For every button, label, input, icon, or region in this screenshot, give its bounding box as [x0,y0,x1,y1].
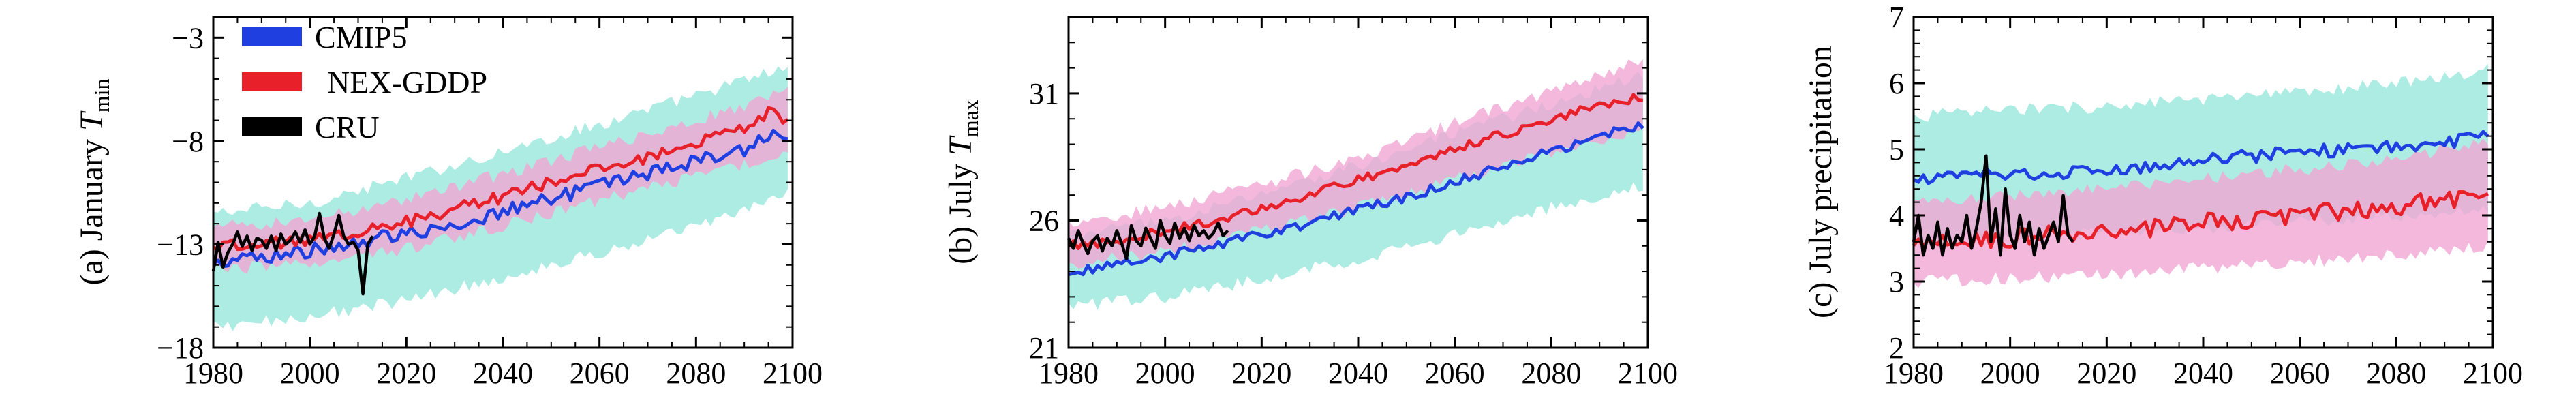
panel-a-xtick-label: 2100 [763,357,823,390]
panel-c-ytick-label: 6 [1889,67,1904,100]
panel-b-ytick-label: 31 [1029,77,1059,110]
panel-a-ytick-label: −8 [172,125,204,158]
panel-a-ylabel-sub: min [89,78,114,112]
panel-b-xtick-label: 2060 [1425,357,1485,390]
panel-c-line-nex-gddp [1912,190,2489,249]
legend-item-cru: CRU [242,110,380,145]
panel-a-band-nex-gddp [213,87,788,274]
panel-b-xtick-label: 1980 [1039,357,1099,390]
panel-a-line-cmip5 [212,128,788,269]
panel-c-xtick-label: 2040 [2173,357,2233,390]
panel-a-ylabel-var: T [74,110,110,131]
panel-c-xtick-label: 2020 [2076,357,2136,390]
legend-item-nex-gddp: NEX-GDDP [242,65,487,100]
panel-b-ylabel-var: T [942,135,979,155]
legend-swatch-cmip5 [242,27,302,46]
panel-a-xtick-label: 2060 [570,357,630,390]
legend: CMIP5 NEX-GDDP CRU [242,20,487,145]
panel-c-xtick-label: 2080 [2366,357,2426,390]
panel-a-january-tmin: 1980 2000 2020 2040 2060 2080 2100 −18 −13 −8 −3 (… [74,16,823,390]
panel-a-ylabel: (a) January Tmin [74,78,114,285]
panel-a-ytick-label: −18 [157,331,204,365]
panel-c-xtick-label: 2000 [1980,357,2040,390]
panel-a-xtick-label: 2020 [376,357,436,390]
panel-b-july-tmax: 1980 2000 2020 2040 2060 2080 2100 21 26 31 (b) J… [942,16,1678,390]
panel-c-ytick-label: 4 [1889,199,1904,232]
legend-label-cmip5: CMIP5 [315,20,407,55]
panel-c-ytick-label: 3 [1889,265,1904,299]
panel-a-ytick-label: −13 [157,228,204,261]
panel-a-ylabel-prefix: (a) January [74,131,110,286]
panel-c-xtick-label: 2100 [2463,357,2523,390]
panel-b-line-cmip5 [1068,121,1644,277]
panel-c-ytick-label: 5 [1889,133,1904,166]
panel-b-xtick-label: 2000 [1135,357,1195,390]
panel-c-line-cru [1912,154,2074,257]
panel-b-band-nex-gddp [1069,59,1643,269]
legend-label-nex-gddp: NEX-GDDP [327,65,487,100]
panel-b-xtick-label: 2020 [1231,357,1291,390]
panel-b-ylabel-sub: max [958,100,983,137]
legend-label-cru: CRU [315,110,380,145]
panel-b-xtick-label: 2080 [1521,357,1581,390]
panel-c-line-cmip5 [1912,130,2489,185]
legend-swatch-cru [242,117,302,136]
panel-b-xtick-label: 2100 [1618,357,1678,390]
panel-a-xtick-label: 1980 [183,357,243,390]
panel-a-xtick-label: 2000 [280,357,340,390]
legend-item-cmip5: CMIP5 [242,20,407,55]
panel-a-xtick-label: 2080 [666,357,726,390]
panel-b-xtick-label: 2040 [1328,357,1388,390]
panel-a-xtick-label: 2040 [473,357,533,390]
legend-swatch-nex-gddp [242,72,302,91]
panel-b-ylabel-prefix: (b) July [942,155,979,264]
panel-b-ytick-label: 21 [1029,331,1059,365]
panel-c-ylabel-prefix: (c) July precipitation [1803,46,1839,318]
panel-a-ytick-label: −3 [172,21,204,55]
panel-b-line-cru [1067,219,1229,260]
panel-c-ytick-label: 7 [1889,1,1904,34]
panel-c-xtick-label: 1980 [1884,357,1944,390]
panel-a-line-cru [211,211,374,296]
panel-b-ytick-label: 26 [1029,204,1059,237]
panel-c-ylabel: (c) July precipitation [1803,46,1839,318]
panel-c-xtick-label: 2060 [2270,357,2330,390]
panel-b-ylabel: (b) July Tmax [942,100,983,264]
panel-c-ytick-label: 2 [1889,331,1904,365]
panel-c-band-nex-gddp [1914,138,2488,288]
panel-c-july-precipitation: 1980 2000 2020 2040 2060 2080 2100 2 3 4 5 6 7 (c) J… [1803,1,2523,390]
